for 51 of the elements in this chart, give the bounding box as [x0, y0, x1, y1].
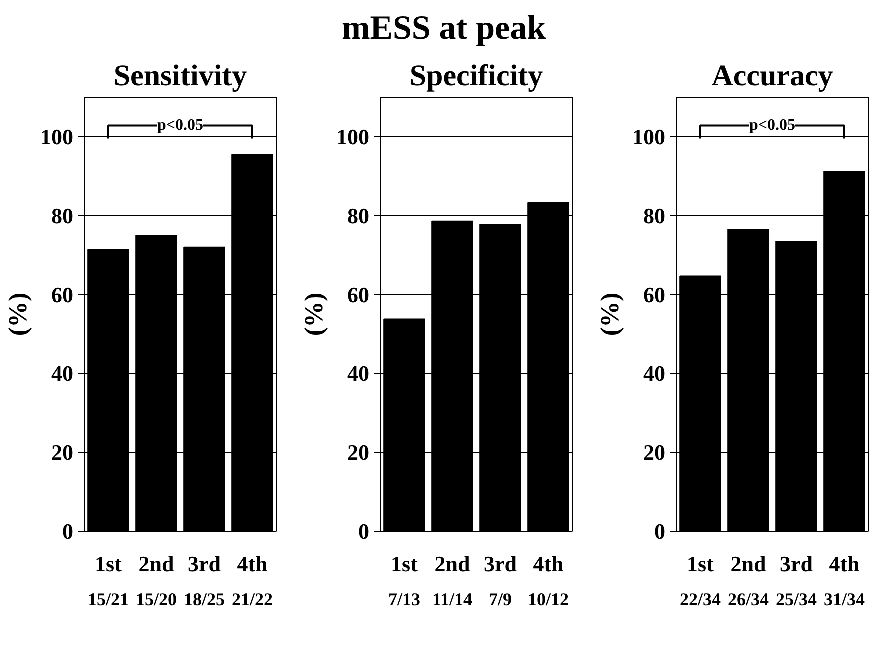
text: 25/34	[776, 590, 818, 610]
y-tick-label: 80	[348, 203, 370, 228]
text: 15/20	[136, 590, 178, 610]
y-tick-label: 60	[52, 282, 74, 308]
x-tick-label: 1st	[391, 552, 419, 576]
y-axis-title: (%)	[300, 292, 328, 336]
text: 26/34	[728, 590, 770, 610]
chart-subtitle: Specificity	[410, 60, 544, 92]
text: 21/22	[232, 590, 274, 610]
chart-title: Sensitivity	[114, 60, 248, 92]
y-tick-label: 40	[52, 361, 74, 386]
y-tick-label: 0	[654, 519, 666, 544]
x-tick-label: 4th	[829, 552, 860, 576]
y-axis-title: (%)	[4, 292, 32, 336]
y-tick-label: 80	[644, 203, 666, 228]
y-tick-label: 40	[348, 361, 370, 386]
text: 11/14	[432, 590, 473, 610]
text: 31/34	[824, 590, 866, 610]
text: 15/21	[88, 590, 130, 610]
y-tick-label: 60	[644, 282, 666, 308]
annotation: p<0.05	[749, 117, 796, 134]
chart-title: Accuracy	[712, 60, 834, 92]
text: 7/9	[489, 590, 512, 610]
x-tick-label: 4th	[533, 552, 564, 576]
y-tick-label: 60	[348, 282, 370, 308]
y-tick-label: 20	[348, 440, 370, 466]
text: 10/12	[528, 590, 570, 610]
x-tick-label: 1st	[95, 552, 123, 576]
x-tick-label: 4th	[237, 552, 268, 576]
x-tick-label: 3rd	[484, 552, 517, 576]
annotation: p<0.05	[157, 117, 204, 134]
y-tick-label: 20	[644, 440, 666, 466]
x-tick-label: 2nd	[434, 552, 470, 576]
text: 18/25	[184, 590, 226, 610]
y-tick-label: 100	[336, 124, 370, 150]
y-tick-label: 100	[40, 124, 74, 150]
y-axis-title: (%)	[596, 292, 624, 336]
x-tick-label: 1st	[687, 552, 715, 576]
y-tick-label: 40	[644, 361, 666, 386]
chart-title: mESS at peak	[342, 9, 546, 49]
text: 7/13	[388, 590, 421, 610]
y-tick-label: 80	[52, 203, 74, 228]
y-tick-label: 0	[62, 519, 74, 544]
y-tick-label: 20	[52, 440, 74, 466]
y-tick-label: 0	[358, 519, 370, 544]
y-tick-label: 100	[632, 124, 666, 150]
x-tick-label: 2nd	[730, 552, 766, 576]
x-tick-label: 2nd	[138, 552, 174, 576]
x-tick-label: 3rd	[780, 552, 813, 576]
x-tick-label: 3rd	[188, 552, 221, 576]
text: 22/34	[680, 590, 722, 610]
